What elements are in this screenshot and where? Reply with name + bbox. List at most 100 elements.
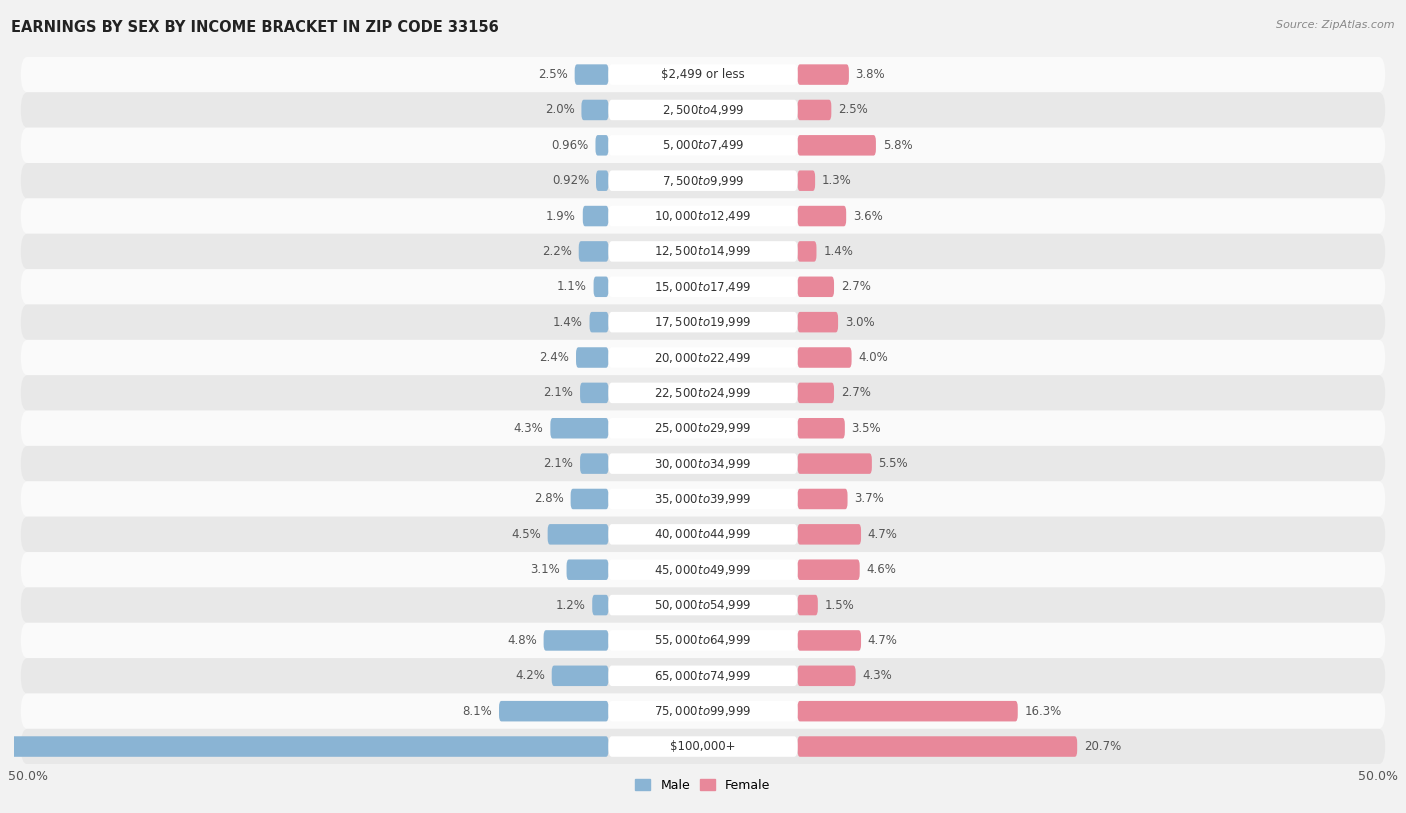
FancyBboxPatch shape (581, 383, 609, 403)
FancyBboxPatch shape (596, 171, 609, 191)
FancyBboxPatch shape (609, 276, 797, 297)
Text: 1.2%: 1.2% (555, 598, 585, 611)
FancyBboxPatch shape (21, 304, 1385, 340)
FancyBboxPatch shape (21, 517, 1385, 552)
FancyBboxPatch shape (797, 737, 1077, 757)
FancyBboxPatch shape (609, 701, 797, 721)
Text: 1.4%: 1.4% (824, 245, 853, 258)
Legend: Male, Female: Male, Female (630, 774, 776, 797)
FancyBboxPatch shape (609, 737, 797, 757)
FancyBboxPatch shape (21, 411, 1385, 446)
Text: 2.4%: 2.4% (540, 351, 569, 364)
Text: 1.5%: 1.5% (824, 598, 855, 611)
FancyBboxPatch shape (581, 454, 609, 474)
FancyBboxPatch shape (576, 347, 609, 367)
FancyBboxPatch shape (609, 454, 797, 474)
Text: 3.7%: 3.7% (855, 493, 884, 506)
Text: $30,000 to $34,999: $30,000 to $34,999 (654, 457, 752, 471)
FancyBboxPatch shape (21, 340, 1385, 375)
Text: $65,000 to $74,999: $65,000 to $74,999 (654, 669, 752, 683)
FancyBboxPatch shape (797, 559, 859, 580)
Text: $7,500 to $9,999: $7,500 to $9,999 (662, 174, 744, 188)
Text: 3.1%: 3.1% (530, 563, 560, 576)
Text: $50,000 to $54,999: $50,000 to $54,999 (654, 598, 752, 612)
FancyBboxPatch shape (21, 446, 1385, 481)
FancyBboxPatch shape (21, 693, 1385, 729)
FancyBboxPatch shape (797, 454, 872, 474)
FancyBboxPatch shape (797, 206, 846, 226)
Text: 4.5%: 4.5% (512, 528, 541, 541)
FancyBboxPatch shape (609, 383, 797, 403)
Text: $10,000 to $12,499: $10,000 to $12,499 (654, 209, 752, 223)
FancyBboxPatch shape (579, 241, 609, 262)
FancyBboxPatch shape (609, 171, 797, 191)
FancyBboxPatch shape (575, 64, 609, 85)
FancyBboxPatch shape (609, 347, 797, 367)
Text: 0.92%: 0.92% (553, 174, 589, 187)
Text: 2.0%: 2.0% (546, 103, 575, 116)
FancyBboxPatch shape (609, 135, 797, 155)
FancyBboxPatch shape (596, 135, 609, 155)
FancyBboxPatch shape (797, 630, 860, 650)
FancyBboxPatch shape (21, 269, 1385, 304)
Text: 4.7%: 4.7% (868, 634, 897, 647)
Text: 4.7%: 4.7% (868, 528, 897, 541)
FancyBboxPatch shape (548, 524, 609, 545)
FancyBboxPatch shape (609, 206, 797, 226)
Text: $40,000 to $44,999: $40,000 to $44,999 (654, 528, 752, 541)
FancyBboxPatch shape (21, 92, 1385, 128)
FancyBboxPatch shape (609, 241, 797, 262)
FancyBboxPatch shape (797, 276, 834, 297)
Text: $12,500 to $14,999: $12,500 to $14,999 (654, 245, 752, 259)
FancyBboxPatch shape (21, 659, 1385, 693)
Text: $100,000+: $100,000+ (671, 740, 735, 753)
FancyBboxPatch shape (21, 729, 1385, 764)
FancyBboxPatch shape (582, 206, 609, 226)
FancyBboxPatch shape (797, 418, 845, 438)
FancyBboxPatch shape (609, 630, 797, 650)
Text: 2.1%: 2.1% (544, 386, 574, 399)
Text: $45,000 to $49,999: $45,000 to $49,999 (654, 563, 752, 576)
FancyBboxPatch shape (499, 701, 609, 721)
FancyBboxPatch shape (609, 418, 797, 438)
Text: 4.8%: 4.8% (508, 634, 537, 647)
Text: 5.5%: 5.5% (879, 457, 908, 470)
FancyBboxPatch shape (609, 559, 797, 580)
FancyBboxPatch shape (571, 489, 609, 509)
FancyBboxPatch shape (797, 666, 856, 686)
Text: 3.6%: 3.6% (853, 210, 883, 223)
Text: 16.3%: 16.3% (1025, 705, 1062, 718)
Text: 1.3%: 1.3% (823, 174, 852, 187)
FancyBboxPatch shape (797, 383, 834, 403)
Text: 2.5%: 2.5% (538, 68, 568, 81)
Text: 4.6%: 4.6% (866, 563, 897, 576)
Text: 2.5%: 2.5% (838, 103, 868, 116)
FancyBboxPatch shape (550, 418, 609, 438)
FancyBboxPatch shape (21, 198, 1385, 233)
Text: 20.7%: 20.7% (1084, 740, 1121, 753)
Text: 8.1%: 8.1% (463, 705, 492, 718)
FancyBboxPatch shape (582, 100, 609, 120)
FancyBboxPatch shape (21, 163, 1385, 198)
FancyBboxPatch shape (797, 347, 852, 367)
Text: 1.1%: 1.1% (557, 280, 586, 293)
Text: 1.9%: 1.9% (546, 210, 576, 223)
Text: 2.2%: 2.2% (543, 245, 572, 258)
FancyBboxPatch shape (609, 312, 797, 333)
FancyBboxPatch shape (589, 312, 609, 333)
Text: 4.2%: 4.2% (515, 669, 546, 682)
FancyBboxPatch shape (544, 630, 609, 650)
FancyBboxPatch shape (797, 241, 817, 262)
FancyBboxPatch shape (609, 100, 797, 120)
Text: 4.3%: 4.3% (862, 669, 893, 682)
Text: 4.0%: 4.0% (858, 351, 889, 364)
FancyBboxPatch shape (797, 489, 848, 509)
Text: 2.1%: 2.1% (544, 457, 574, 470)
FancyBboxPatch shape (21, 587, 1385, 623)
Text: 2.7%: 2.7% (841, 280, 870, 293)
FancyBboxPatch shape (567, 559, 609, 580)
Text: 2.8%: 2.8% (534, 493, 564, 506)
Text: $55,000 to $64,999: $55,000 to $64,999 (654, 633, 752, 647)
Text: 3.5%: 3.5% (852, 422, 882, 435)
Text: 1.4%: 1.4% (553, 315, 582, 328)
